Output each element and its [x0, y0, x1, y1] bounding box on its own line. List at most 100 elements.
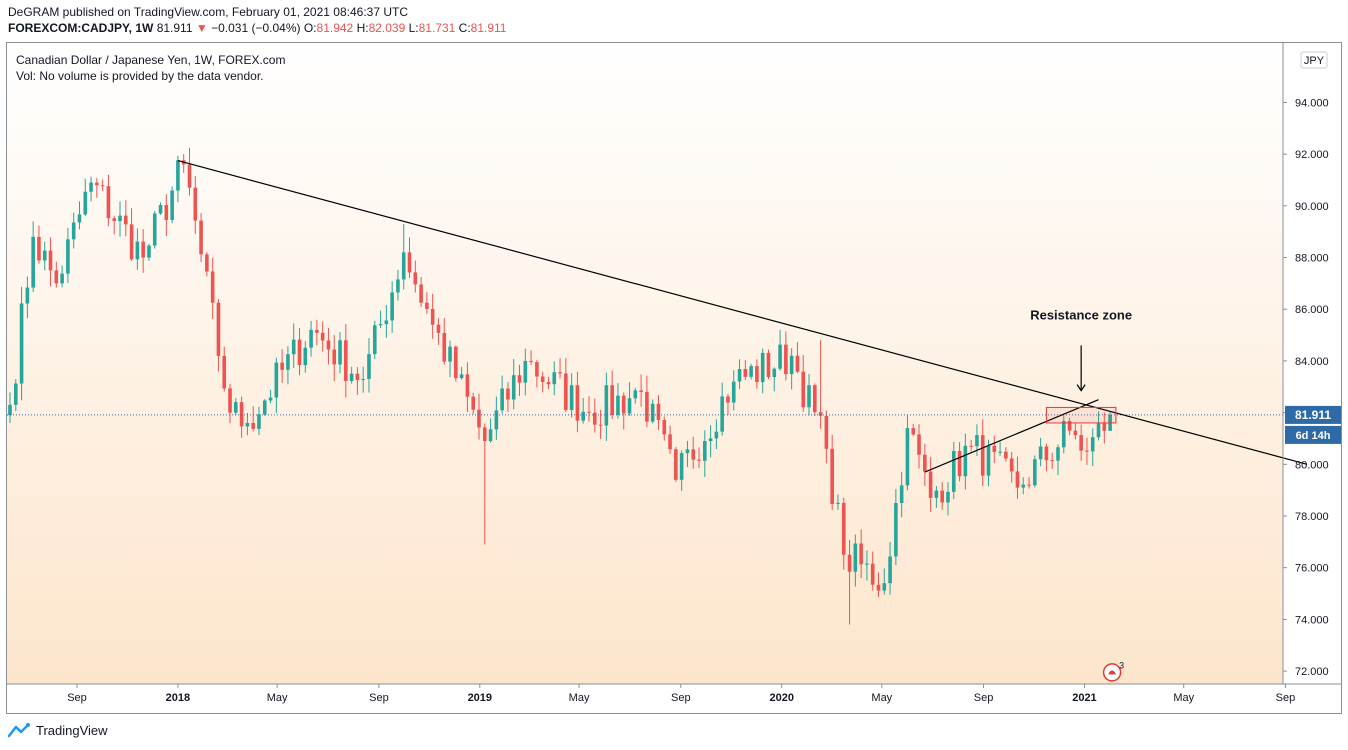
candle	[951, 441, 956, 500]
candle-body	[697, 459, 701, 461]
candle-body	[378, 324, 383, 326]
candle	[957, 441, 962, 482]
candle-body	[332, 349, 337, 365]
candle-body	[280, 362, 284, 370]
candle-body	[540, 376, 545, 383]
candle-body	[95, 182, 99, 186]
time-axis[interactable]: Sep 2018 May Sep 2019 May Sep 2020 May Sep 2021 May…	[7, 683, 1342, 704]
candle	[158, 202, 163, 215]
candle-body	[100, 185, 105, 187]
time-tick-label: 2020	[769, 692, 793, 704]
candle	[390, 281, 394, 333]
price-axis[interactable]: 94.00092.00090.00088.00086.00084.00082.0…	[1282, 43, 1341, 684]
time-tick-label: 2018	[166, 692, 190, 704]
footer-brand[interactable]: TradingView	[8, 722, 108, 738]
legend-title: Canadian Dollar / Japanese Yen, 1W, FORE…	[16, 53, 286, 67]
candle-body	[1038, 446, 1043, 460]
candle-body	[801, 371, 806, 408]
candle-body	[1056, 447, 1060, 461]
candle	[448, 340, 452, 378]
candle-body	[239, 402, 244, 427]
candle-body	[245, 422, 250, 427]
candle	[1073, 422, 1078, 440]
candle-body	[465, 374, 470, 397]
tradingview-logo-icon	[8, 723, 30, 738]
candle	[413, 260, 418, 293]
candle	[83, 178, 88, 217]
candle	[743, 360, 748, 381]
candle	[998, 441, 1002, 456]
candle-body	[48, 250, 53, 271]
candle-body	[401, 252, 406, 280]
candle	[1038, 437, 1043, 467]
candle-body	[772, 368, 777, 378]
candle	[801, 355, 806, 412]
candle	[1004, 447, 1008, 462]
candle	[268, 389, 273, 404]
candle-body	[37, 236, 41, 261]
candle	[720, 382, 724, 436]
price-tick-label: 76.000	[1295, 563, 1329, 575]
candle-body	[205, 254, 209, 272]
candle-body	[841, 502, 846, 555]
price-tick-label: 86.000	[1295, 304, 1329, 316]
candle	[349, 366, 354, 384]
candle-body	[1033, 459, 1037, 486]
candle	[969, 439, 973, 452]
open-value: 81.942	[316, 21, 354, 35]
candle	[1096, 411, 1101, 441]
candle-body	[482, 427, 487, 442]
candle-body	[129, 224, 134, 260]
candle	[361, 366, 365, 393]
candle	[511, 359, 516, 410]
candle	[529, 350, 533, 365]
candle	[193, 175, 198, 234]
candle	[396, 269, 400, 301]
candle-body	[118, 215, 122, 222]
candle	[135, 228, 140, 270]
candle	[355, 367, 360, 395]
candle-body	[372, 325, 377, 355]
candle-body	[506, 388, 510, 400]
candle	[320, 321, 325, 352]
candle	[697, 447, 701, 469]
candle	[471, 392, 475, 415]
candle-body	[1061, 421, 1066, 448]
candle-body	[616, 395, 620, 415]
candle-body	[106, 186, 111, 219]
candle	[257, 406, 261, 436]
candle	[315, 319, 319, 346]
candle	[129, 208, 134, 262]
candle-body	[164, 204, 169, 220]
candle	[274, 357, 279, 414]
candle	[517, 364, 522, 397]
price-chart[interactable]: Resistance zone 3 94.000 92.000 90.000 88.00…	[7, 43, 1342, 714]
candle	[506, 382, 510, 412]
candle	[714, 419, 719, 450]
candle-body	[430, 308, 435, 325]
candle-body	[865, 563, 869, 565]
candle	[639, 374, 643, 407]
candle-body	[766, 352, 771, 378]
close-label: C:	[458, 21, 471, 35]
candle	[459, 366, 464, 380]
time-tick-label: Sep	[671, 692, 691, 704]
candle-body	[743, 369, 748, 377]
candle	[239, 396, 244, 438]
candle	[13, 379, 18, 411]
candle-body	[668, 434, 672, 450]
candle	[332, 335, 337, 382]
candle	[888, 542, 892, 595]
candle	[291, 323, 296, 368]
chart-frame[interactable]: Resistance zone 3 94.000 92.000 90.000 88.00…	[6, 42, 1342, 714]
candle	[42, 241, 47, 271]
candle	[1102, 412, 1107, 444]
candle-body	[216, 302, 221, 356]
candle-body	[367, 354, 371, 380]
candle-body	[1085, 450, 1089, 452]
candle	[19, 286, 24, 401]
candle	[234, 398, 238, 416]
candle-body	[749, 366, 753, 377]
candle	[766, 349, 771, 380]
candle-body	[784, 344, 788, 375]
